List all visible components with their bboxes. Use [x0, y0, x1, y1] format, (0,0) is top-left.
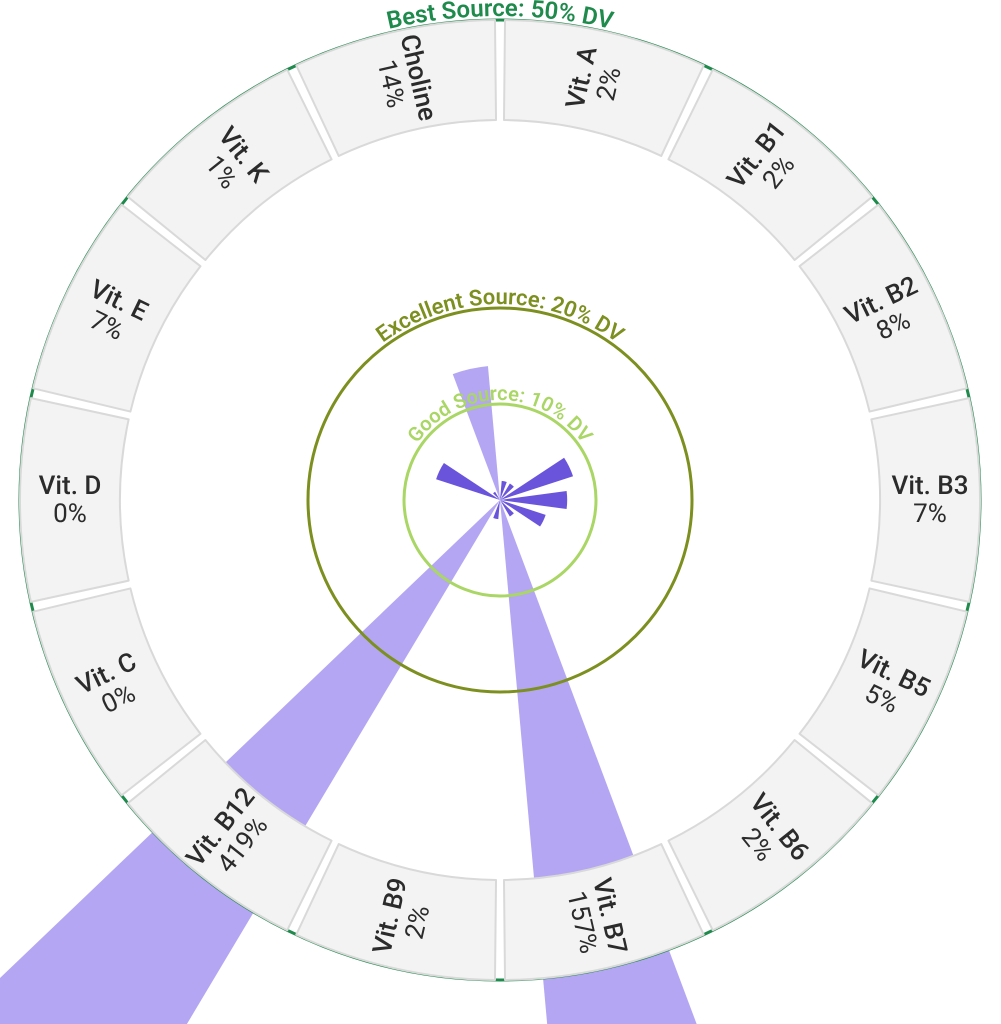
vitamin-polar-chart: Good Source: 10% DV Excellent Source: 20%…	[0, 0, 1001, 1024]
svg-text:Vit. D: Vit. D	[39, 471, 102, 501]
svg-text:0%: 0%	[53, 499, 87, 529]
ring-label-good: Good Source: 10% DV	[402, 381, 598, 447]
svg-text:7%: 7%	[913, 499, 947, 529]
ring-label-excellent: Excellent Source: 20% DV	[372, 285, 629, 348]
svg-text:Vit. B3: Vit. B3	[892, 471, 969, 501]
